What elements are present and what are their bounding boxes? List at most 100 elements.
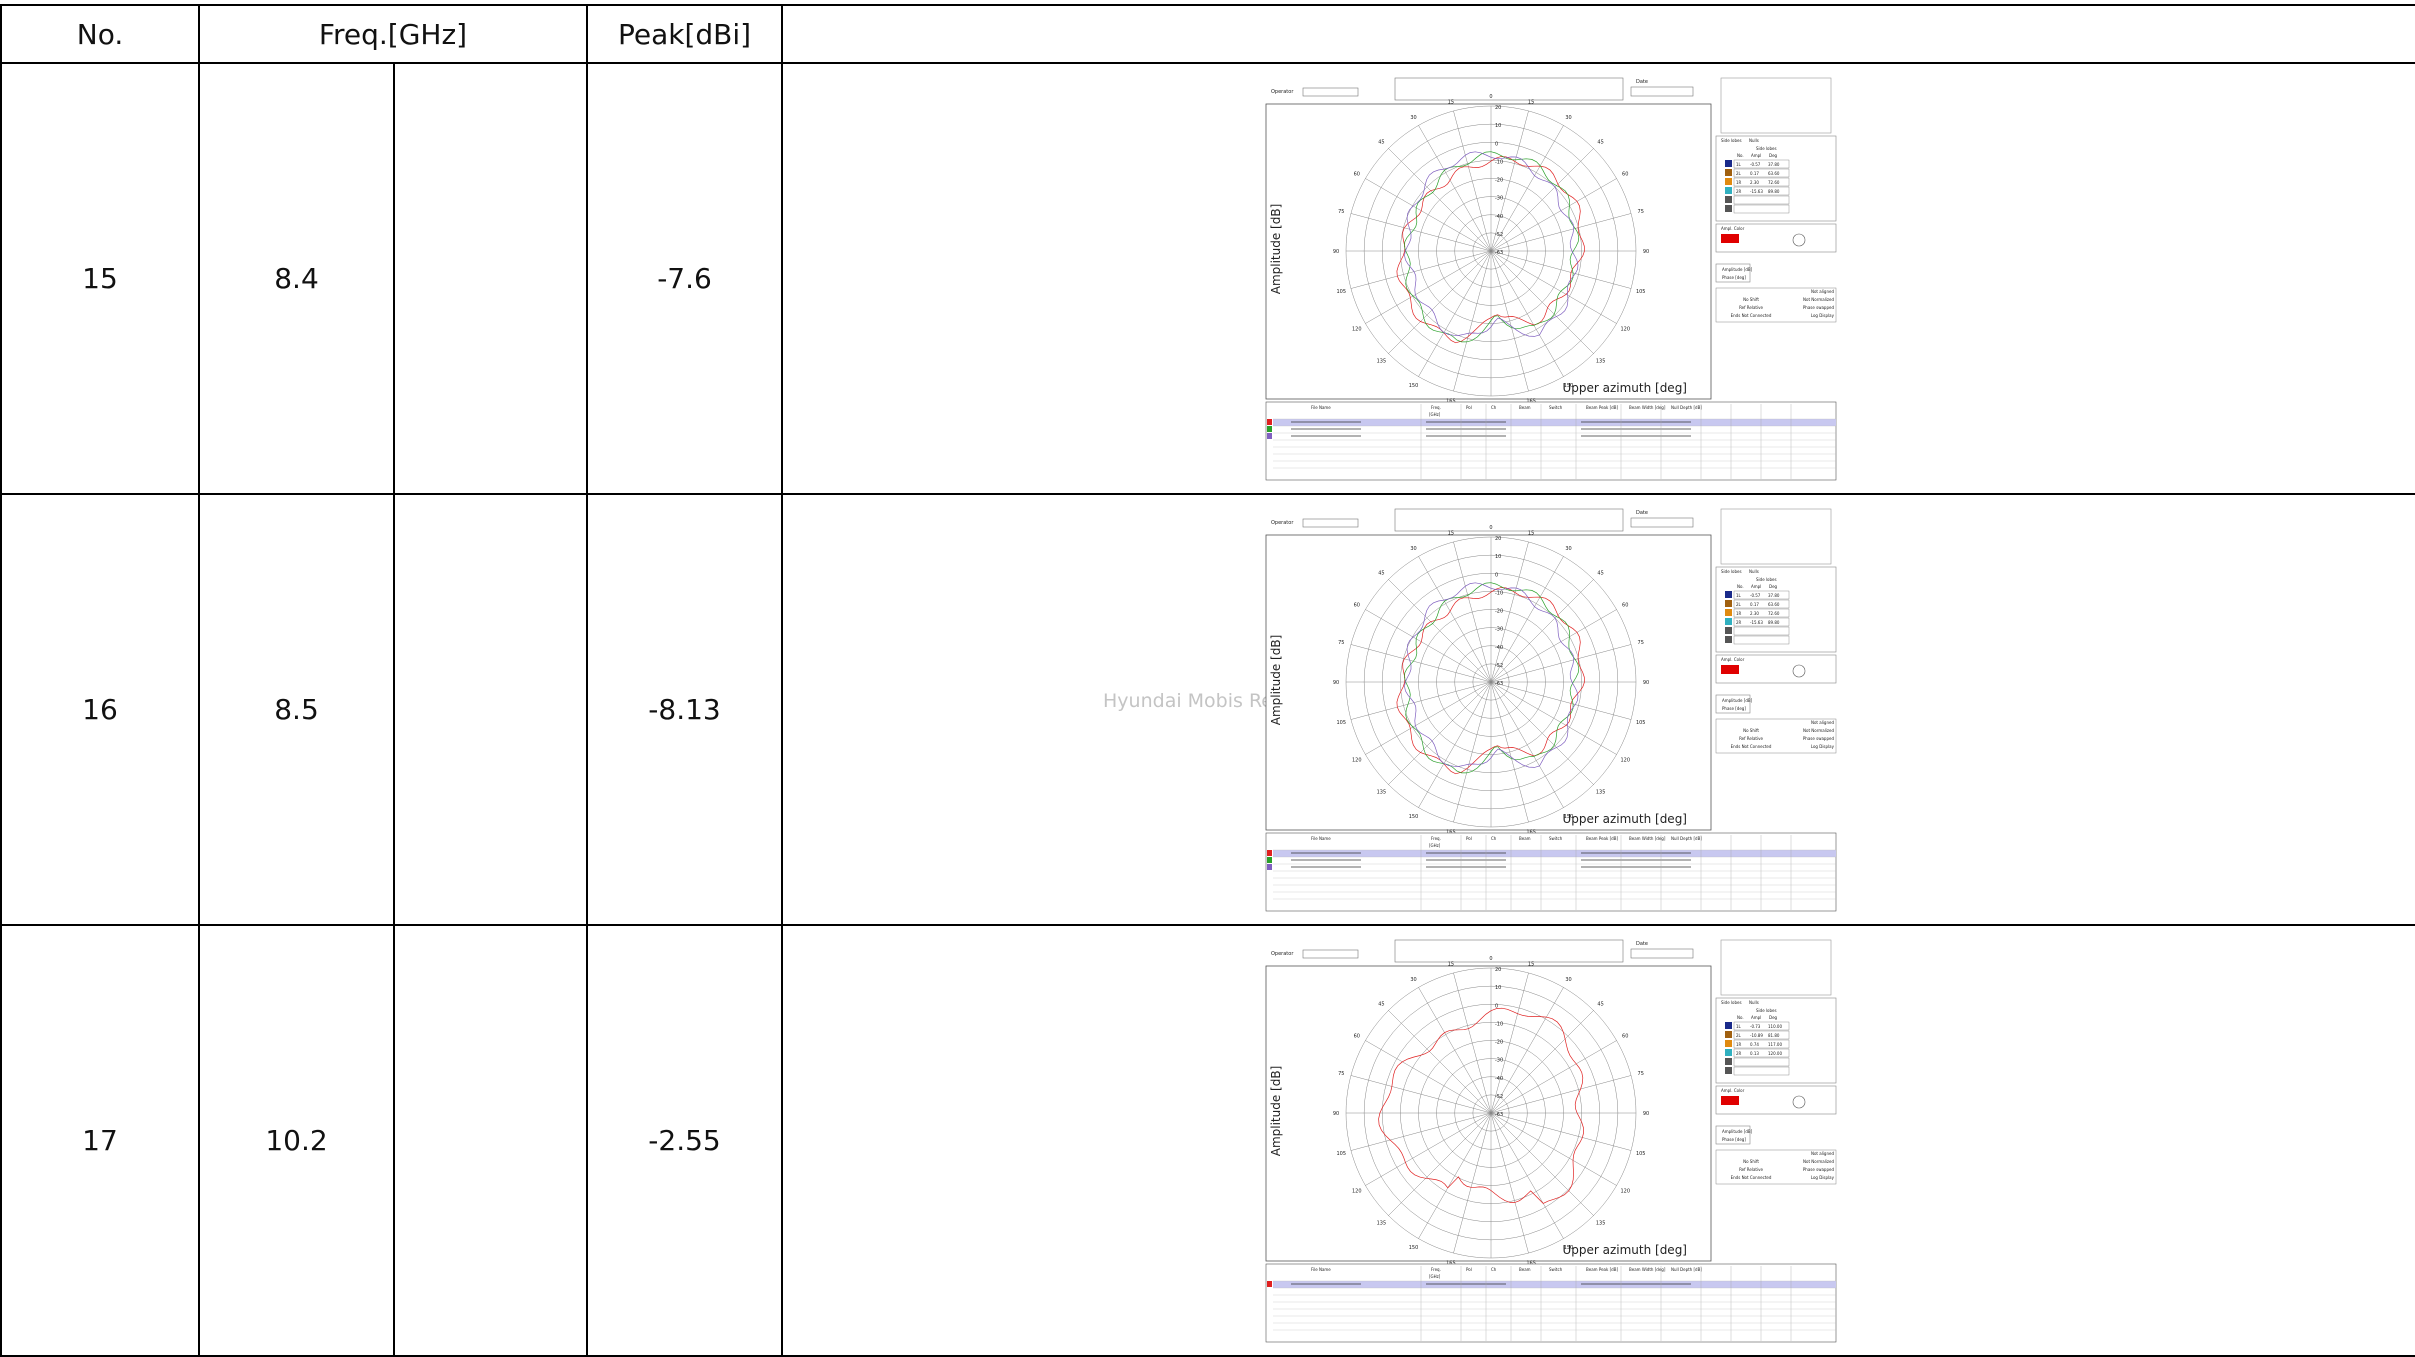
lobe-swatch xyxy=(1725,1031,1733,1038)
table-row: 15 8.4 -7.6 Operator Date Amplitude [dB] Up… xyxy=(0,62,2415,495)
file-table-row-selected xyxy=(1273,850,1837,857)
grid-spoke xyxy=(1490,1112,1617,1186)
grid-spoke xyxy=(1418,681,1492,808)
status-label: No Shift xyxy=(1743,728,1759,733)
table-row: 16 8.5 -8.13 Hyundai Mobis Re Operator Da… xyxy=(0,493,2415,926)
lobe-swatch xyxy=(1725,1058,1733,1065)
grid-spoke xyxy=(1490,125,1564,252)
lobe-ampl: 2.30 xyxy=(1750,180,1759,185)
angle-tick-label: 15 xyxy=(1528,530,1534,536)
angle-tick-label: 45 xyxy=(1597,1001,1603,1007)
angle-tick-label: 90 xyxy=(1333,680,1339,686)
file-table-header: Ch xyxy=(1491,1267,1497,1272)
pattern-trace xyxy=(1396,587,1585,775)
status-label: Ends Not Connected xyxy=(1731,744,1772,749)
angle-tick-label: 0 xyxy=(1489,94,1492,100)
lobe-deg: 117.00 xyxy=(1768,1042,1782,1047)
plot-svg: Operator Date Amplitude [dB] Upper azimuth … xyxy=(1265,77,1837,481)
lobe-id: 2L xyxy=(1736,1033,1742,1038)
lobe-deg: 110.00 xyxy=(1768,1024,1782,1029)
cell-no: 15 xyxy=(0,62,200,495)
file-table-header: [GHz] xyxy=(1429,843,1441,848)
lobe-id: 2R xyxy=(1736,1051,1742,1056)
polar-grid xyxy=(1345,536,1637,828)
radial-tick-label: -20 xyxy=(1495,178,1503,184)
title-field xyxy=(1394,508,1624,532)
lobe-swatch xyxy=(1725,178,1733,185)
info-box xyxy=(1720,939,1832,996)
polar-grid xyxy=(1345,105,1637,397)
radial-tick-label: -30 xyxy=(1495,627,1503,633)
lobe-swatch xyxy=(1725,169,1733,176)
lobe-row xyxy=(1733,1048,1790,1058)
lobe-swatch xyxy=(1725,205,1733,212)
watermark-text: Hyundai Mobis Re xyxy=(1103,690,1273,712)
file-table-header: Ch xyxy=(1491,836,1497,841)
grid-spoke xyxy=(1388,1010,1492,1114)
grid-spoke xyxy=(1490,1112,1632,1151)
lobe-deg: 89.80 xyxy=(1768,189,1780,194)
grid-spoke xyxy=(1490,250,1564,377)
lobe-ampl: 0.74 xyxy=(1750,1042,1759,1047)
grid-spoke xyxy=(1490,213,1632,252)
side-lobes-tab: Side lobes xyxy=(1721,138,1742,143)
cell-freq: 10.2 xyxy=(198,924,395,1357)
cell-empty xyxy=(392,493,589,926)
status-label: Not aligned xyxy=(1811,289,1834,294)
grid-spoke xyxy=(1453,972,1492,1114)
lobe-id: 1R xyxy=(1736,1042,1742,1047)
file-table: File Name Freq. Pol Ch Beam Switch Beam Peak [… xyxy=(1265,832,1837,912)
radial-tick-label: 20 xyxy=(1495,105,1501,111)
file-table-frame xyxy=(1265,832,1837,912)
lobe-swatch xyxy=(1725,1040,1733,1047)
grid-spoke xyxy=(1490,1112,1564,1239)
status-label: Not Normalized xyxy=(1803,728,1834,733)
y-axis-label: Amplitude [dB] xyxy=(1269,635,1283,726)
grid-spoke xyxy=(1490,681,1564,808)
ampl-color-swatch xyxy=(1721,234,1740,243)
option-amplitude: Amplitude [dB] xyxy=(1722,1129,1753,1134)
angle-tick-label: 30 xyxy=(1410,546,1416,552)
angle-tick-label: 150 xyxy=(1564,814,1574,820)
lobe-swatch xyxy=(1725,600,1733,607)
header-no: No. xyxy=(0,4,200,64)
status-label: No Shift xyxy=(1743,1159,1759,1164)
ampl-color-label: Ampl. Color xyxy=(1721,657,1745,662)
cell-no: 16 xyxy=(0,493,200,926)
file-table-row-selected xyxy=(1273,1281,1837,1288)
lobe-row xyxy=(1733,1021,1790,1031)
angle-tick-label: 30 xyxy=(1565,546,1571,552)
cell-plot-image: Operator Date Amplitude [dB] Upper azimuth … xyxy=(781,62,2415,495)
angle-tick-label: 105 xyxy=(1337,1151,1347,1157)
file-table-header: Beam Peak [dB] xyxy=(1586,1267,1618,1272)
pattern-trace xyxy=(1404,151,1579,337)
lobe-row xyxy=(1733,195,1790,205)
grid-spoke xyxy=(1388,579,1492,683)
file-table-header: Null Depth [dB] xyxy=(1671,836,1702,841)
radial-tick-label: -10 xyxy=(1495,1021,1503,1027)
file-table-row-selected xyxy=(1273,419,1837,426)
lobe-ampl: -0.57 xyxy=(1750,593,1761,598)
lobe-ampl: 2.30 xyxy=(1750,611,1759,616)
side-lobes-tab: Side lobes xyxy=(1721,569,1742,574)
grid-spoke xyxy=(1453,1112,1492,1254)
grid-spoke xyxy=(1490,110,1529,252)
file-table-header: Beam Width [deg] xyxy=(1629,1267,1666,1272)
file-table-header: File Name xyxy=(1311,405,1331,410)
lobe-row xyxy=(1733,626,1790,636)
lobe-id: 2L xyxy=(1736,171,1742,176)
radiation-pattern-plot: Operator Date Amplitude [dB] Upper azimuth … xyxy=(1261,505,1841,914)
grid-spoke xyxy=(1490,1010,1594,1114)
option-phase: Phase [deg] xyxy=(1722,1137,1746,1142)
lobe-swatch xyxy=(1725,609,1733,616)
radial-tick-label: -40 xyxy=(1495,1076,1503,1082)
col-ampl: Ampl xyxy=(1751,1015,1761,1020)
grid-spoke xyxy=(1453,110,1492,252)
radial-tick-label: 0 xyxy=(1495,1003,1498,1009)
grid-spoke xyxy=(1350,250,1492,289)
pattern-trace xyxy=(1404,151,1580,343)
radial-tick-label: -40 xyxy=(1495,214,1503,220)
y-axis-label: Amplitude [dB] xyxy=(1269,204,1283,295)
lobe-swatch xyxy=(1725,1049,1733,1056)
angle-tick-label: 75 xyxy=(1638,209,1644,215)
